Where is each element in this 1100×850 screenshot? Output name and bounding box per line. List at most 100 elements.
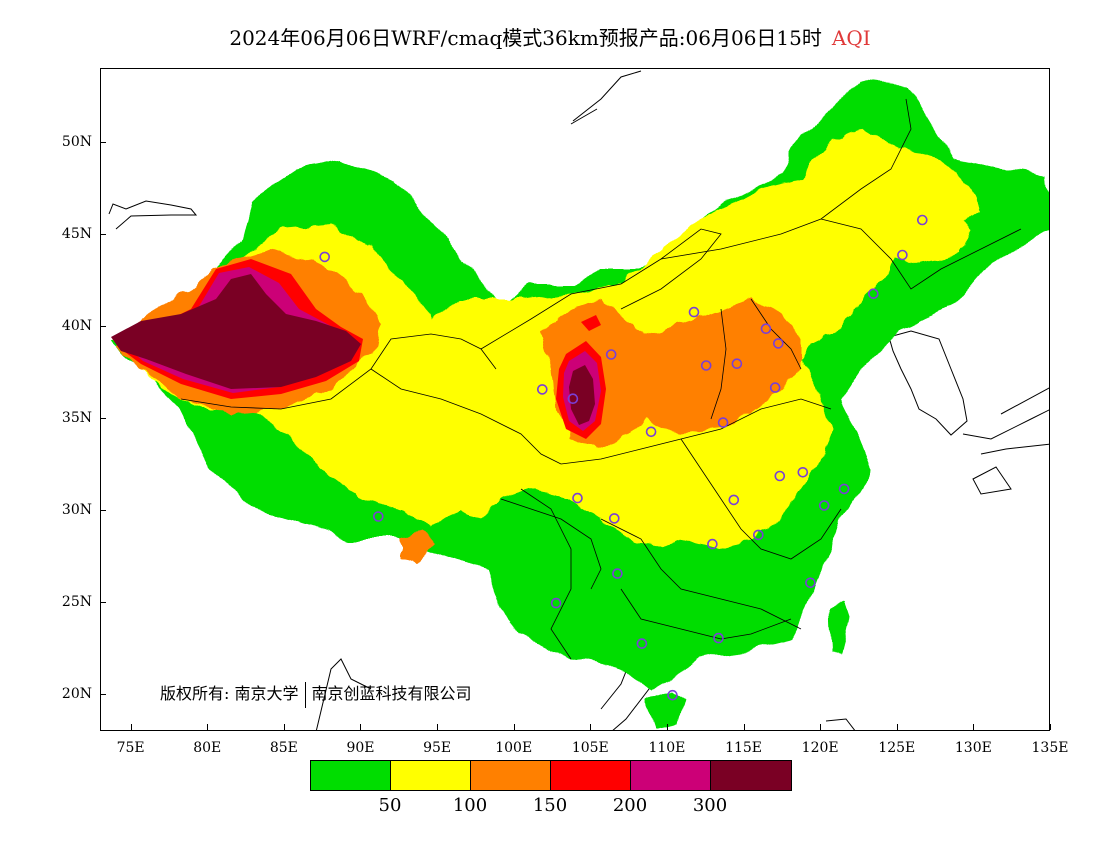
lat-tick: [100, 417, 106, 419]
colorbar-label: 50: [378, 795, 402, 816]
boundary-south-central: [600, 518, 802, 630]
lat-tick-label: 20N: [61, 686, 92, 703]
boundary-inner-mongolia: [660, 98, 912, 260]
boundary-gansu: [480, 228, 722, 350]
lon-tick: [896, 724, 898, 730]
station-marker: [536, 384, 548, 395]
station-marker: [372, 511, 384, 522]
station-marker: [916, 214, 928, 226]
boundary-shanxi: [710, 308, 727, 420]
lon-tick: [1050, 724, 1051, 730]
station-marker: [636, 638, 648, 649]
station-marker: [769, 382, 781, 393]
lon-tick-label: 130E: [954, 740, 992, 756]
coastline-japan: [962, 387, 1049, 495]
lon-tick-label: 100E: [495, 740, 533, 756]
lon-tick-label: 125E: [878, 740, 916, 756]
station-marker: [605, 349, 617, 360]
station-marker: [818, 500, 830, 511]
station-marker: [688, 306, 700, 318]
station-marker: [645, 426, 657, 438]
colorbar-swatch: [391, 761, 471, 790]
station-marker: [700, 360, 712, 371]
boundary-central: [560, 398, 832, 465]
station-marker: [319, 251, 330, 263]
aqi-field: [111, 79, 1049, 729]
station-marker: [805, 577, 816, 589]
lon-tick-label: 80E: [193, 740, 222, 756]
lon-tick: [743, 724, 745, 730]
copyright-prefix: 版权所有:: [160, 684, 230, 703]
aqi-hazardous-west: [111, 274, 361, 389]
lat-tick-label: 50N: [61, 133, 92, 150]
coastline-north: [570, 70, 642, 125]
lon-tick: [360, 724, 362, 730]
lat-tick-label: 25N: [61, 594, 92, 611]
copyright-separator: [304, 681, 306, 708]
aqi-unhealthy-spot: [581, 315, 601, 331]
coastline-korea: [888, 330, 968, 436]
copyright-org1: 南京大学: [234, 684, 299, 703]
lon-tick: [666, 724, 668, 730]
lon-tick: [283, 724, 285, 730]
aqi-hazardous-gansu: [569, 365, 595, 425]
station-marker: [838, 483, 850, 495]
lat-tick: [100, 233, 106, 235]
lat-tick: [100, 694, 106, 696]
aqi-usg-north: [541, 299, 801, 449]
colorbar-swatch: [631, 761, 711, 790]
lon-tick-label: 95E: [423, 740, 452, 756]
boundary-east: [680, 438, 842, 560]
lat-tick-label: 30N: [61, 502, 92, 518]
colorbar-label: 300: [692, 795, 728, 816]
aqi-moderate-ne: [861, 189, 971, 264]
lat-tick-label: 40N: [61, 317, 92, 334]
station-marker: [707, 538, 718, 550]
colorbar-swatch: [311, 761, 391, 790]
lat-tick: [100, 325, 106, 327]
station-marker: [717, 417, 729, 428]
copyright-notice: 版权所有: 南京大学 南京创蓝科技有限公司: [160, 680, 472, 708]
lon-tick: [207, 724, 209, 730]
colorbar-swatch: [551, 761, 631, 790]
station-marker: [867, 288, 879, 299]
lon-tick-label: 120E: [801, 740, 839, 756]
station-marker: [897, 249, 908, 261]
lon-tick: [590, 724, 592, 730]
station-marker: [608, 513, 620, 524]
station-marker: [567, 393, 579, 405]
station-marker: [731, 358, 743, 370]
coastlines: [108, 70, 1049, 730]
station-marker: [550, 597, 562, 609]
boundary-qinghai: [370, 368, 562, 465]
station-marker: [752, 529, 764, 541]
station-marker: [713, 632, 724, 644]
colorbar-label: 150: [532, 795, 568, 816]
aqi-good-taiwan: [829, 599, 851, 659]
station-marker: [572, 492, 583, 504]
boundary-sichuan: [500, 498, 602, 590]
lon-tick-label: 110E: [648, 740, 686, 756]
copyright-org2: 南京创蓝科技有限公司: [311, 684, 472, 703]
lon-tick-label: 135E: [1031, 740, 1069, 756]
title-index: AQI: [831, 26, 871, 50]
boundary-south-west: [520, 488, 572, 660]
lat-tick-label: 35N: [61, 409, 92, 426]
station-marker: [797, 466, 809, 478]
station-marker: [612, 568, 623, 579]
colorbar-swatch: [471, 761, 551, 790]
title-main: 2024年06月06日WRF/cmaq模式36km预报产品:06月06日15时: [229, 26, 822, 50]
lon-tick: [513, 724, 515, 730]
lat-tick: [100, 510, 106, 511]
station-marker: [728, 494, 740, 506]
coastline-south: [315, 658, 856, 730]
lon-tick: [973, 724, 975, 730]
lon-tick-label: 75E: [116, 740, 145, 756]
colorbar-swatch: [711, 761, 791, 790]
lon-tick: [437, 724, 439, 730]
station-marker: [774, 470, 786, 482]
coastline-northwest: [108, 200, 198, 230]
station-marker: [667, 689, 678, 701]
map-panel: [100, 68, 1050, 731]
boundary-northeast: [820, 218, 1022, 290]
